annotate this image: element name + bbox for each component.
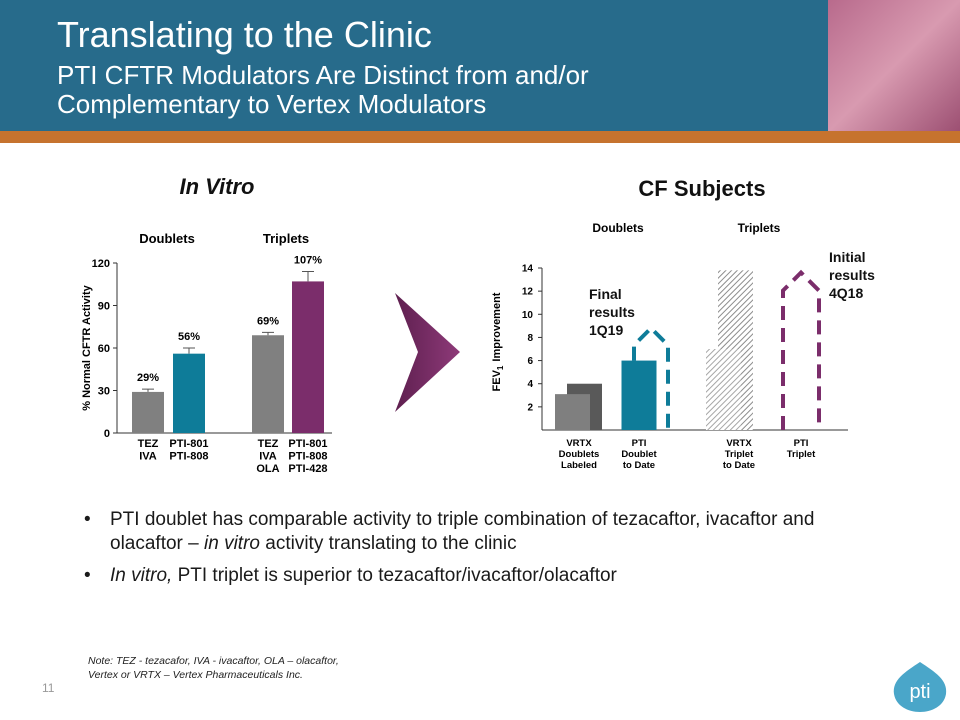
- group-label: Triplets: [263, 231, 309, 246]
- slide-subtitle: PTI CFTR Modulators Are Distinct from an…: [57, 60, 589, 90]
- bar: [132, 391, 164, 433]
- bullet-text: PTI doublet has comparable activity to t…: [110, 509, 815, 554]
- error-bar: [262, 331, 274, 336]
- bullet-text: activity translating to the clinic: [259, 533, 517, 554]
- value-label: 29%: [137, 372, 159, 384]
- y-tick-label: 120: [92, 258, 110, 270]
- x-tick-label: TEZ IVA OLA: [256, 438, 279, 475]
- header-image: [828, 0, 960, 132]
- annotation-line: Initial: [829, 249, 866, 265]
- x-tick-label-line: Triplet: [787, 449, 816, 460]
- x-tick-label-line: OLA: [256, 463, 279, 475]
- arrow: [395, 293, 460, 412]
- y-tick-label: 14: [522, 264, 534, 275]
- chart-title: CF Subjects: [638, 176, 765, 201]
- x-tick-label-line: VRTX: [726, 438, 752, 449]
- note: Note: TEZ - tezacafor, IVA - ivacaftor, …: [88, 655, 339, 667]
- x-tick-label: PTI Triplet: [787, 438, 816, 460]
- group-label: Triplets: [738, 221, 781, 235]
- x-tick-label: TEZ IVA: [138, 438, 159, 463]
- y-tick-label: 12: [522, 287, 534, 298]
- bullet: PTI doublet has comparable activity to t…: [80, 508, 880, 556]
- y-tick-label: 60: [98, 343, 110, 355]
- x-tick-label-line: PTI: [794, 438, 809, 449]
- slide-title: Translating to the Clinic: [57, 14, 432, 55]
- x-tick-label-line: PTI-808: [169, 451, 208, 463]
- y-axis-label-part: Improvement: [491, 292, 503, 361]
- logo-shape: [893, 662, 947, 712]
- x-tick-label-line: TEZ: [258, 438, 279, 450]
- x-tick-label-line: to Date: [723, 460, 755, 471]
- y-axis-label-part: FEV: [491, 369, 503, 391]
- y-tick-label: 2: [527, 402, 533, 413]
- bar: [252, 335, 284, 433]
- annotation-line: 1Q19: [589, 322, 623, 338]
- x-tick-label: VRTX Doublets Labeled: [559, 438, 600, 471]
- bar: [173, 353, 205, 433]
- y-axis-label: FEV1 Improvement: [491, 292, 505, 391]
- x-tick-label-line: Labeled: [561, 460, 597, 471]
- y-axis-label-sub: 1: [496, 365, 505, 370]
- x-tick-label-line: Triplet: [725, 449, 754, 460]
- bar: [621, 360, 657, 430]
- x-tick-label-line: TEZ: [138, 438, 159, 450]
- bullet-text: In vitro,: [110, 565, 173, 586]
- slide-subtitle: Complementary to Vertex Modulators: [57, 89, 486, 119]
- annotation: Initial results 4Q18: [829, 249, 875, 301]
- x-tick-label: VRTX Triplet to Date: [723, 438, 755, 471]
- y-axis-label: % Normal CFTR Activity: [81, 284, 93, 410]
- bar: [292, 281, 324, 433]
- logo: pti: [909, 681, 930, 703]
- value-label: 107%: [294, 255, 322, 267]
- x-tick-label: PTI-801 PTI-808: [169, 438, 208, 463]
- bullet-list: PTI doublet has comparable activity to t…: [80, 508, 880, 596]
- x-tick-label-line: VRTX: [566, 438, 592, 449]
- group-label: Doublets: [139, 231, 195, 246]
- header-stripe: [0, 131, 960, 143]
- group-label: Doublets: [592, 221, 644, 235]
- annotation-line: results: [589, 304, 635, 320]
- x-tick-label-line: Doublets: [559, 449, 600, 460]
- y-tick-label: 0: [104, 428, 110, 440]
- bullet: In vitro, PTI triplet is superior to tez…: [80, 564, 880, 588]
- bullet-text: PTI triplet is superior to tezacaftor/iv…: [172, 565, 617, 586]
- x-tick-label-line: PTI-808: [288, 451, 327, 463]
- y-tick-label: 90: [98, 301, 110, 313]
- x-tick-label-line: Doublet: [621, 449, 657, 460]
- x-tick-label-line: IVA: [139, 451, 157, 463]
- x-tick-label: PTI Doublet to Date: [621, 438, 657, 471]
- y-tick-label: 4: [527, 379, 533, 390]
- bar: [555, 394, 590, 430]
- value-label: 56%: [178, 331, 200, 343]
- projected-outline: [632, 325, 670, 430]
- chart-title: In Vitro: [180, 174, 255, 199]
- projected-outline: [781, 269, 821, 430]
- annotation: Final results 1Q19: [589, 286, 635, 338]
- annotation-line: 4Q18: [829, 285, 863, 301]
- x-tick-label-line: IVA: [259, 451, 277, 463]
- page-number: 11: [42, 681, 55, 695]
- note: Vertex or VRTX – Vertex Pharmaceuticals …: [88, 669, 303, 681]
- header-band: [0, 0, 960, 132]
- y-tick-label: 6: [527, 356, 533, 367]
- y-tick-label: 30: [98, 386, 110, 398]
- x-tick-label-line: to Date: [623, 460, 655, 471]
- bullet-text: in vitro: [204, 533, 260, 554]
- annotation-line: results: [829, 267, 875, 283]
- error-bar: [142, 388, 154, 392]
- x-tick-label: PTI-801 PTI-808 PTI-428: [288, 438, 327, 475]
- x-tick-label-line: PTI-801: [288, 438, 327, 450]
- bar: [706, 349, 741, 430]
- x-tick-label-line: PTI: [632, 438, 647, 449]
- y-tick-label: 8: [527, 333, 533, 344]
- annotation-line: Final: [589, 286, 622, 302]
- x-tick-label-line: PTI-428: [288, 463, 327, 475]
- error-bar: [183, 347, 195, 354]
- value-label: 69%: [257, 315, 279, 327]
- error-bar: [302, 271, 314, 282]
- y-tick-label: 10: [522, 310, 534, 321]
- x-tick-label-line: PTI-801: [169, 438, 208, 450]
